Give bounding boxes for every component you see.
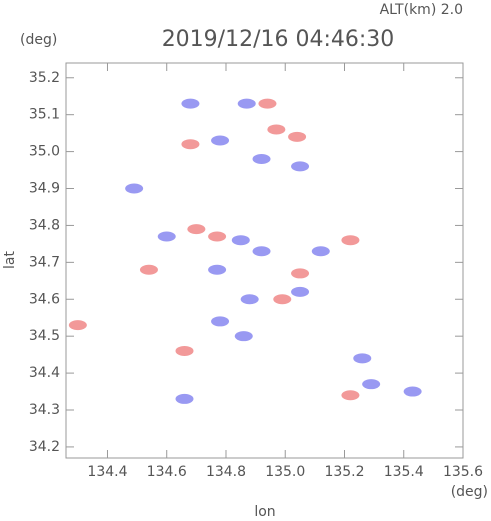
x-tick-label: 134.8 [206, 464, 246, 480]
echo-patch [341, 390, 360, 401]
echo-patch [208, 231, 227, 242]
echo-patch [208, 264, 227, 275]
echo-patch [181, 139, 200, 150]
echo-patch [157, 231, 176, 242]
x-axis-label: lon [254, 504, 275, 520]
echo-patch [258, 98, 277, 109]
echo-patch [231, 235, 250, 246]
echo-patch [211, 135, 230, 146]
echo-patch [291, 161, 310, 172]
echo-patch [181, 98, 200, 109]
echo-patch [273, 294, 292, 305]
echo-patch [240, 294, 259, 305]
x-tick-label: 135.4 [384, 464, 424, 480]
plot-frame [65, 62, 464, 459]
echo-patch [175, 345, 194, 356]
y-tick-label: 34.5 [29, 328, 60, 344]
y-tick-label: 34.8 [29, 217, 60, 233]
y-tick-label: 34.2 [29, 439, 60, 455]
y-tick-label: 35.0 [29, 144, 60, 160]
echo-patch [403, 386, 422, 397]
chart-title: 2019/12/16 04:46:30 [162, 27, 395, 52]
echo-patch [211, 316, 230, 327]
y-tick-label: 34.6 [29, 291, 60, 307]
x-tick-label: 135.6 [443, 464, 483, 480]
echo-patch [237, 98, 256, 109]
x-tick-label: 135.0 [265, 464, 305, 480]
echo-patch [139, 264, 158, 275]
echo-patch [291, 268, 310, 279]
echo-patch [175, 393, 194, 404]
y-axis-label: lat [2, 251, 18, 269]
echo-patch [187, 224, 206, 235]
subtitle: ALT(km) 2.0 [380, 2, 463, 18]
echo-patch [291, 286, 310, 297]
x-tick-label: 135.2 [324, 464, 364, 480]
y-tick-label: 35.1 [29, 107, 60, 123]
echo-patch [311, 246, 330, 257]
x-unit: (deg) [451, 484, 488, 500]
y-tick-label: 34.7 [29, 254, 60, 270]
x-tick-label: 134.6 [147, 464, 187, 480]
echo-patch [288, 131, 307, 142]
y-tick-label: 34.9 [29, 181, 60, 197]
y-tick-label: 34.4 [29, 365, 60, 381]
echo-patch [267, 124, 286, 135]
echo-patch [68, 320, 87, 331]
echo-patch [362, 379, 381, 390]
echo-patch [353, 353, 372, 364]
y-tick-label: 34.3 [29, 402, 60, 418]
x-tick-label: 134.4 [87, 464, 127, 480]
echo-patch [125, 183, 144, 194]
echo-patch [234, 331, 253, 342]
echo-patch [252, 246, 271, 257]
y-tick-label: 35.2 [29, 70, 60, 86]
echo-patch [252, 153, 271, 164]
y-unit: (deg) [20, 32, 57, 48]
echo-patch [341, 235, 360, 246]
